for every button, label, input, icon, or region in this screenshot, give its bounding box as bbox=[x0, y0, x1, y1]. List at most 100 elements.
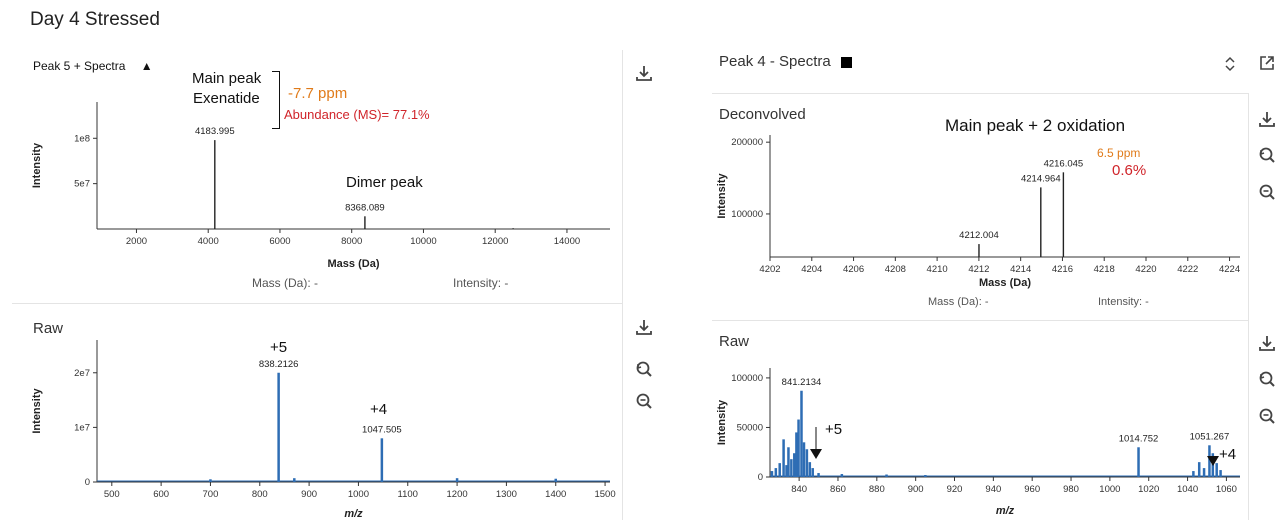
left-raw-title: Raw bbox=[33, 320, 64, 337]
sort-icon[interactable] bbox=[1219, 53, 1241, 75]
x-tick-label: 4206 bbox=[843, 264, 864, 275]
x-tick-label: 4224 bbox=[1219, 264, 1240, 275]
x-tick-label: 920 bbox=[947, 484, 963, 495]
x-tick-label: 4208 bbox=[885, 264, 906, 275]
download-icon[interactable] bbox=[1256, 108, 1276, 130]
y-axis-title: Intensity bbox=[716, 173, 728, 219]
download-icon[interactable] bbox=[1256, 332, 1276, 354]
x-tick-label: 1500 bbox=[594, 489, 615, 500]
x-tick-label: 1400 bbox=[545, 489, 566, 500]
x-tick-label: 4218 bbox=[1094, 264, 1115, 275]
y-axis-title: Intensity bbox=[31, 388, 43, 434]
ppm-label: -7.7 ppm bbox=[288, 85, 348, 102]
y-tick-label: 50000 bbox=[737, 422, 763, 433]
expand-icon[interactable] bbox=[1256, 52, 1276, 74]
x-tick-label: 6000 bbox=[269, 236, 290, 247]
peak-label: 4214.964 bbox=[1021, 173, 1061, 184]
peak-label: 841.2134 bbox=[782, 377, 822, 388]
y-tick-label: 100000 bbox=[731, 209, 763, 220]
zoom-reset-icon[interactable] bbox=[1256, 144, 1276, 166]
zoom-reset-icon[interactable] bbox=[633, 358, 655, 380]
x-tick-label: 500 bbox=[104, 489, 120, 500]
x-tick-label: 12000 bbox=[482, 236, 508, 247]
x-tick-label: 4202 bbox=[759, 264, 780, 275]
zoom-out-icon[interactable] bbox=[1256, 405, 1276, 427]
y-tick-label: 100000 bbox=[731, 373, 763, 384]
x-tick-label: 4220 bbox=[1135, 264, 1156, 275]
download-icon[interactable] bbox=[633, 62, 655, 84]
right-raw-title: Raw bbox=[719, 333, 750, 350]
arrow-down-icon bbox=[1207, 456, 1219, 466]
intensity-readout: Intensity: - bbox=[1098, 296, 1149, 308]
x-tick-label: 4214 bbox=[1010, 264, 1031, 275]
y-axis-title: Intensity bbox=[716, 399, 728, 445]
right-deconvolved-chart: 4202 4204 4206 4208 4210 4212 4214 4216 4218 4220… bbox=[716, 135, 1240, 289]
peak-label: 4216.045 bbox=[1044, 158, 1084, 169]
x-axis-title: Mass (Da) bbox=[979, 277, 1031, 289]
download-icon[interactable] bbox=[633, 316, 655, 338]
arrow-down-icon bbox=[810, 449, 822, 459]
panel-title-text: Peak 5 + Spectra bbox=[33, 59, 126, 73]
mass-readout: Mass (Da): - bbox=[252, 276, 318, 290]
intensity-readout: Intensity: - bbox=[453, 276, 509, 290]
y-axis-title: Intensity bbox=[31, 142, 43, 188]
peak-label: 4183.995 bbox=[195, 126, 235, 137]
x-axis-title: m/z bbox=[344, 508, 363, 520]
dimer-peak-label: Dimer peak bbox=[346, 174, 423, 191]
mass-readout: Mass (Da): - bbox=[928, 296, 989, 308]
peak-label: 838.2126 bbox=[259, 359, 299, 370]
panel-divider bbox=[1248, 93, 1249, 520]
exenatide-label: Exenatide bbox=[193, 90, 260, 107]
x-tick-label: 960 bbox=[1024, 484, 1040, 495]
page-title: Day 4 Stressed bbox=[30, 9, 160, 30]
y-tick-label: 5e7 bbox=[74, 179, 90, 190]
x-tick-label: 4212 bbox=[968, 264, 989, 275]
right-raw-chart: 840 860 880 900 920 940 960 980 1000 1020 1040 1060… bbox=[716, 368, 1240, 517]
x-tick-label: 2000 bbox=[126, 236, 147, 247]
panel-divider bbox=[622, 50, 623, 520]
percentage-label: 0.6% bbox=[1112, 162, 1147, 179]
x-tick-label: 1000 bbox=[348, 489, 369, 500]
left-deconvolved-chart: 2000 4000 6000 8000 10000 12000 14000 5e7 1e8 Mas… bbox=[31, 102, 610, 270]
charge-plus4-label: +4 bbox=[1219, 446, 1237, 463]
x-axis-title: m/z bbox=[996, 505, 1015, 517]
charge-plus5-label: +5 bbox=[270, 339, 288, 356]
triangle-marker-icon: ▲ bbox=[140, 59, 153, 73]
x-tick-label: 8000 bbox=[341, 236, 362, 247]
square-marker-icon bbox=[840, 56, 852, 68]
main-peak-oxidation-label: Main peak + 2 oxidation bbox=[945, 116, 1126, 135]
zoom-out-icon[interactable] bbox=[633, 390, 655, 412]
x-tick-label: 800 bbox=[252, 489, 268, 500]
x-tick-label: 4216 bbox=[1052, 264, 1073, 275]
zoom-out-icon[interactable] bbox=[1256, 181, 1276, 203]
charge-plus5-label: +5 bbox=[825, 421, 843, 438]
peak-label: 1051.267 bbox=[1190, 431, 1230, 442]
zoom-reset-icon[interactable] bbox=[1256, 368, 1276, 390]
panel-divider bbox=[12, 303, 622, 304]
x-tick-label: 980 bbox=[1063, 484, 1079, 495]
x-tick-label: 1300 bbox=[496, 489, 517, 500]
right-header-text: Peak 4 - Spectra bbox=[719, 53, 831, 70]
x-tick-label: 1100 bbox=[398, 489, 418, 500]
left-raw-chart: 500 600 700 800 900 1000 1100 1200 1300 1400 1500 0… bbox=[31, 340, 616, 520]
x-tick-label: 1040 bbox=[1177, 484, 1198, 495]
right-header-title: Peak 4 - Spectra bbox=[719, 53, 852, 70]
left-top-panel-title: Peak 5 + Spectra ▲ bbox=[33, 59, 153, 73]
x-tick-label: 940 bbox=[985, 484, 1001, 495]
x-tick-label: 4204 bbox=[801, 264, 822, 275]
x-tick-label: 10000 bbox=[410, 236, 436, 247]
x-tick-label: 4000 bbox=[198, 236, 219, 247]
x-tick-label: 4210 bbox=[927, 264, 948, 275]
x-tick-label: 860 bbox=[830, 484, 846, 495]
charge-plus4-label: +4 bbox=[370, 401, 388, 418]
x-tick-label: 1000 bbox=[1099, 484, 1120, 495]
x-tick-label: 1060 bbox=[1216, 484, 1237, 495]
deconvolved-title: Deconvolved bbox=[719, 106, 806, 123]
x-tick-label: 14000 bbox=[554, 236, 580, 247]
x-tick-label: 880 bbox=[869, 484, 885, 495]
y-tick-label: 2e7 bbox=[74, 368, 90, 379]
abundance-label: Abundance (MS)= 77.1% bbox=[284, 107, 430, 122]
x-tick-label: 900 bbox=[301, 489, 317, 500]
x-tick-label: 4222 bbox=[1177, 264, 1198, 275]
x-tick-label: 900 bbox=[908, 484, 924, 495]
